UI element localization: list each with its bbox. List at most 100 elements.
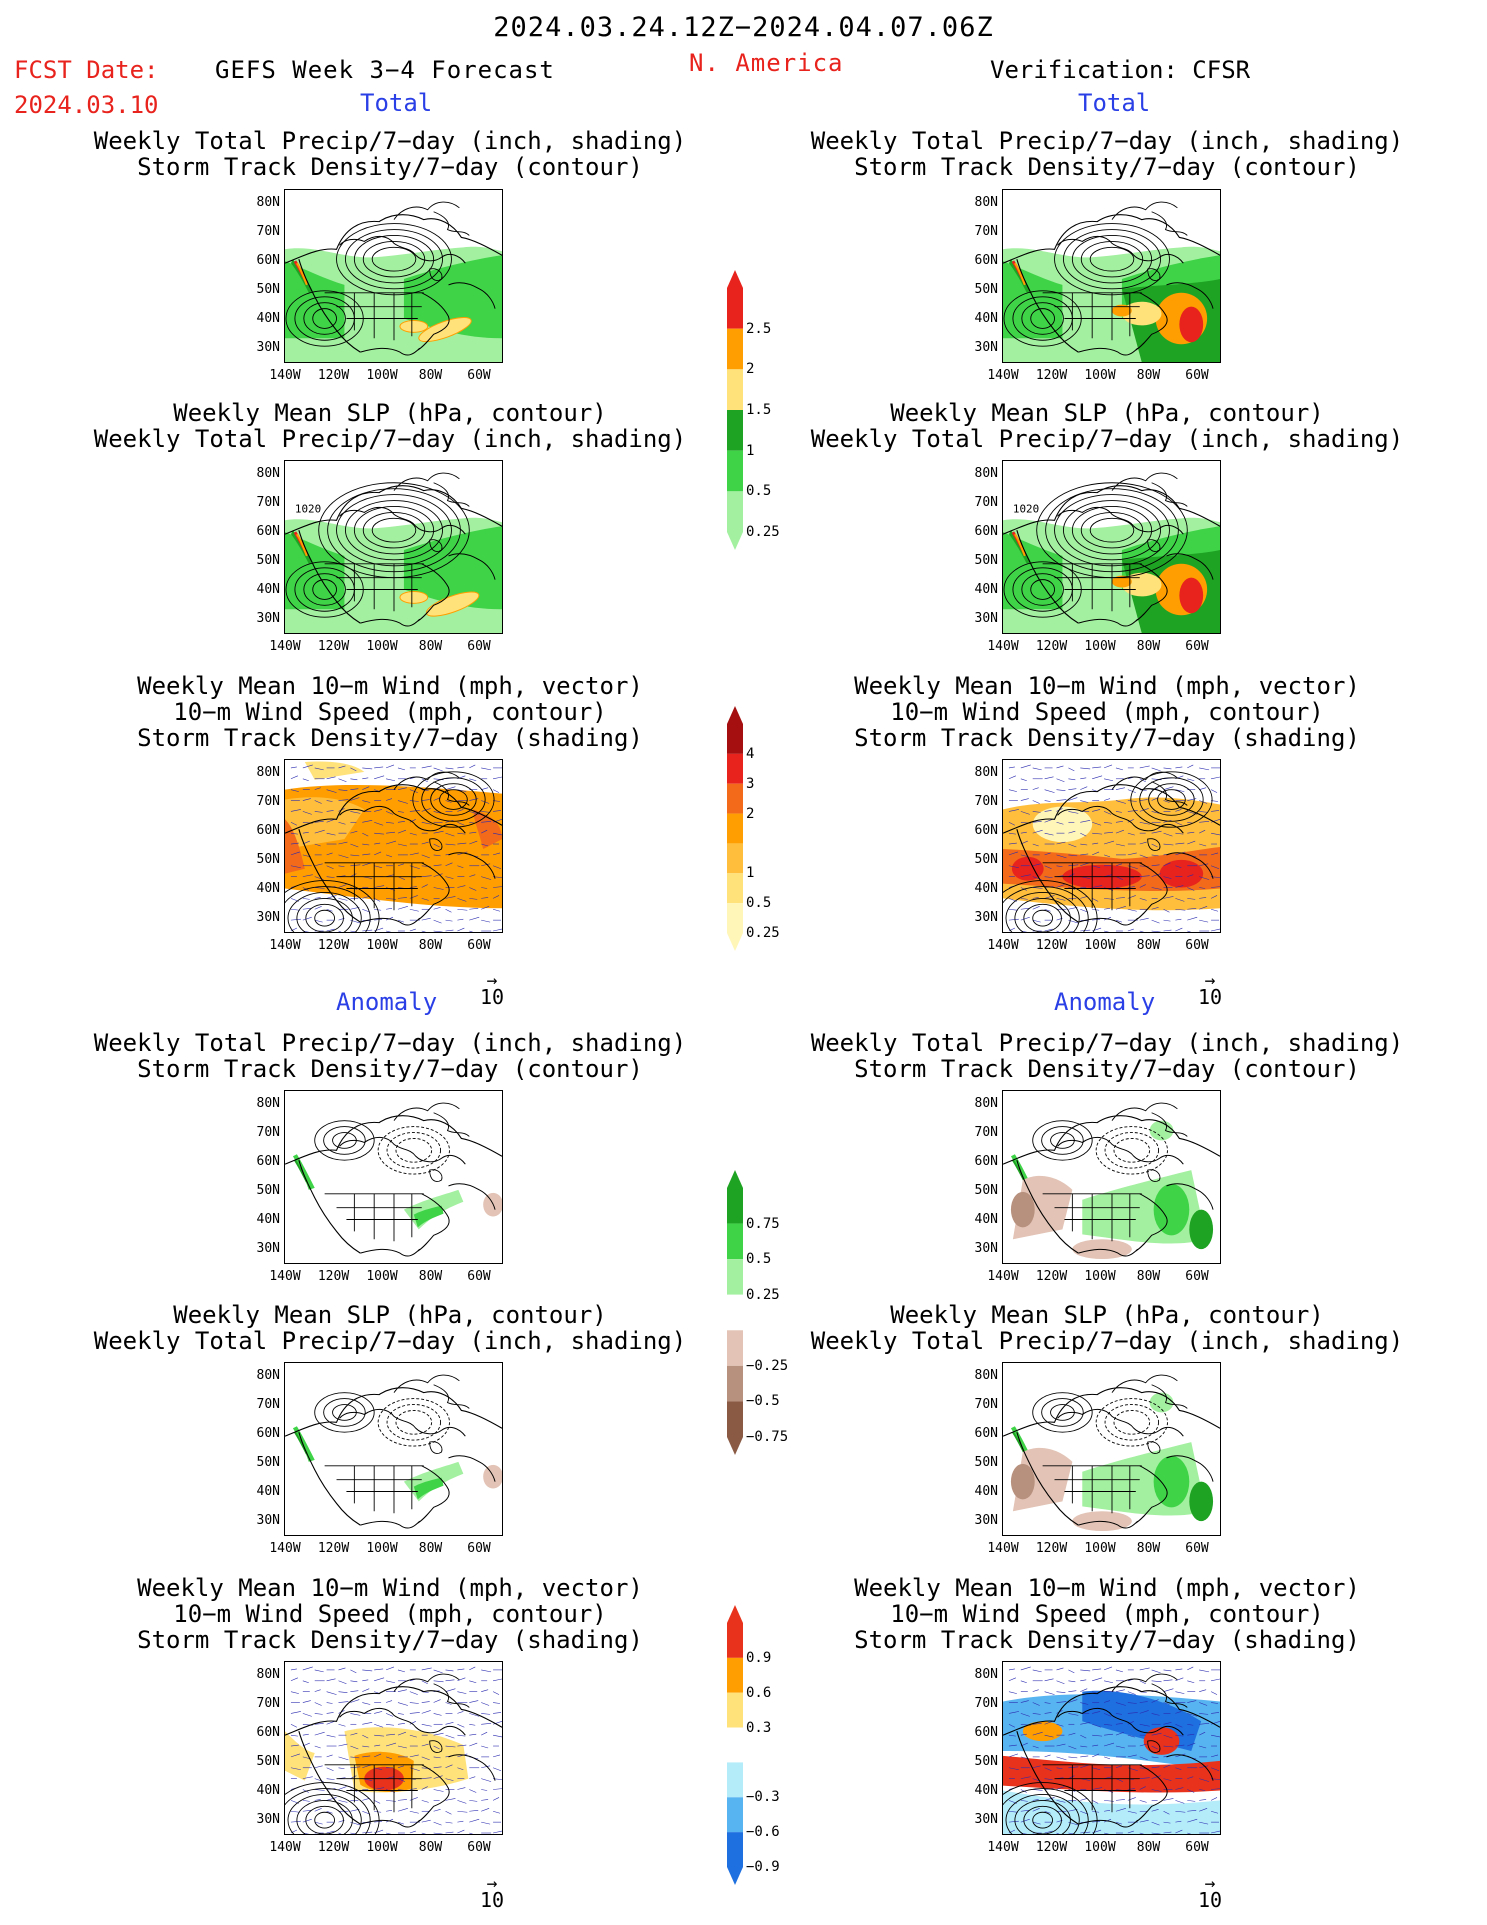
lon-tick-label: 60W [1185, 1840, 1209, 1855]
lon-tick-label: 60W [1185, 639, 1209, 654]
lat-tick-label: 30N [256, 340, 280, 355]
lat-tick-label: 70N [974, 495, 998, 510]
colorbar-precip-anom [727, 1170, 743, 1455]
colorbar-segment [727, 1623, 743, 1658]
colorbar-segment [727, 1365, 743, 1402]
lat-tick-label: 80N [256, 1667, 280, 1682]
lon-tick-label: 60W [467, 1541, 491, 1556]
lon-tick-label: 100W [1084, 639, 1116, 654]
panel-title-left-4: Weekly Total Precip/7−day (inch, shading… [60, 1030, 720, 1082]
panel-title-left-5: Weekly Mean SLP (hPa, contour) Weekly Tot… [60, 1302, 720, 1354]
colorbar-label: 0.5 [746, 1251, 772, 1268]
lon-tick-label: 60W [1185, 1269, 1209, 1284]
vector-reference: → 10 [472, 972, 512, 1008]
lat-tick-label: 50N [974, 1455, 998, 1470]
lat-tick-label: 70N [256, 794, 280, 809]
lon-tick-label: 80W [1136, 1840, 1161, 1855]
lon-tick-label: 120W [317, 1840, 350, 1855]
lat-tick-label: 70N [974, 794, 998, 809]
lat-tick-label: 60N [256, 524, 280, 539]
colorbar-segment [727, 873, 743, 904]
panel-title-line: Weekly Mean 10−m Wind (mph, vector) [137, 1574, 643, 1602]
panel-title-left-3: Weekly Mean 10−m Wind (mph, vector) 10−m … [60, 673, 720, 751]
panel-title-right-4: Weekly Total Precip/7−day (inch, shading… [777, 1030, 1437, 1082]
lat-tick-label: 40N [256, 311, 280, 326]
lon-tick-label: 60W [467, 368, 491, 383]
colorbar-segment [727, 843, 743, 874]
colorbar-segment [727, 1294, 743, 1331]
lat-tick-label: 70N [974, 1397, 998, 1412]
lat-tick-label: 50N [256, 282, 280, 297]
lon-tick-label: 140W [269, 368, 301, 383]
lat-tick-label: 40N [974, 1212, 998, 1227]
lat-tick-label: 60N [974, 823, 998, 838]
panel-title-line: Weekly Mean SLP (hPa, contour) [890, 399, 1324, 427]
lon-tick-label: 140W [987, 1840, 1019, 1855]
lat-tick-label: 70N [974, 1696, 998, 1711]
colorbar-segment [727, 1401, 743, 1437]
colorbar-label: 3 [746, 775, 755, 792]
lon-tick-label: 80W [1136, 1269, 1161, 1284]
colorbar-segment [727, 328, 743, 370]
map-left-2: 1020 [284, 460, 503, 634]
lat-tick-label: 30N [974, 340, 998, 355]
colorbar-segment [727, 753, 743, 784]
lat-tick-label: 40N [256, 582, 280, 597]
panel-title-line: Weekly Total Precip/7−day (inch, shading… [810, 127, 1404, 155]
panel-title-left-6: Weekly Mean 10−m Wind (mph, vector) 10−m … [60, 1575, 720, 1653]
panel-title-line: Weekly Mean 10−m Wind (mph, vector) [854, 672, 1360, 700]
colorbar-label: 0.75 [746, 1215, 780, 1232]
panel-title-line: 10−m Wind Speed (mph, contour) [890, 1600, 1324, 1628]
map-right-6 [1002, 1661, 1221, 1835]
lon-tick-label: 100W [1084, 1541, 1116, 1556]
lat-tick-label: 30N [256, 1812, 280, 1827]
lat-tick-label: 60N [256, 253, 280, 268]
map-left-4 [284, 1090, 503, 1264]
map-left-3 [284, 759, 503, 933]
lon-tick-label: 100W [1084, 1840, 1116, 1855]
lat-tick-label: 40N [256, 881, 280, 896]
lon-tick-label: 120W [1035, 1541, 1068, 1556]
lat-tick-label: 70N [974, 1125, 998, 1140]
colorbar-segment [727, 1223, 743, 1260]
lon-tick-label: 100W [366, 639, 398, 654]
lon-tick-label: 140W [269, 1541, 301, 1556]
colorbar-segment [727, 1188, 743, 1224]
panel-title-line: Storm Track Density/7−day (shading) [854, 1626, 1360, 1654]
lat-tick-label: 80N [974, 765, 998, 780]
map-left-5 [284, 1362, 503, 1536]
vector-reference-value: 10 [1197, 985, 1223, 1009]
arrow-right-icon: → [1204, 1873, 1216, 1894]
lat-tick-label: 30N [974, 611, 998, 626]
lat-tick-label: 80N [974, 1368, 998, 1383]
verification-title: Verification: CFSR [990, 56, 1251, 84]
colorbar-label: 2 [746, 805, 755, 822]
lat-tick-label: 40N [256, 1212, 280, 1227]
panel-title-right-3: Weekly Mean 10−m Wind (mph, vector) 10−m … [777, 673, 1437, 751]
vector-reference-value: 10 [1197, 1888, 1223, 1912]
panel-title-line: Storm Track Density/7−day (shading) [137, 1626, 643, 1654]
colorbar-label: 0.5 [746, 895, 772, 912]
lat-tick-label: 60N [974, 1154, 998, 1169]
lon-tick-label: 60W [1185, 368, 1209, 383]
colorbar-label: 0.25 [746, 1286, 780, 1303]
map-left-6 [284, 1661, 503, 1835]
lon-tick-label: 60W [467, 639, 491, 654]
lat-tick-label: 50N [256, 852, 280, 867]
lat-tick-label: 60N [256, 823, 280, 838]
lat-tick-label: 40N [974, 582, 998, 597]
lon-tick-label: 60W [467, 1269, 491, 1284]
vector-reference: → 10 [472, 1875, 512, 1911]
fcst-date-value: 2024.03.10 [14, 91, 159, 119]
lon-tick-label: 100W [366, 368, 398, 383]
panel-title-line: Weekly Total Precip/7−day (inch, shading… [810, 1029, 1404, 1057]
map-right-2: 1020 [1002, 460, 1221, 634]
fcst-date-label: FCST Date: [14, 56, 159, 84]
colorbar-segment [727, 903, 743, 933]
lat-tick-label: 30N [974, 1513, 998, 1528]
lat-tick-label: 80N [256, 1096, 280, 1111]
lon-tick-label: 80W [418, 368, 443, 383]
panel-title-line: Storm Track Density/7−day (shading) [137, 724, 643, 752]
lat-tick-label: 80N [974, 1667, 998, 1682]
lat-tick-label: 70N [256, 1397, 280, 1412]
